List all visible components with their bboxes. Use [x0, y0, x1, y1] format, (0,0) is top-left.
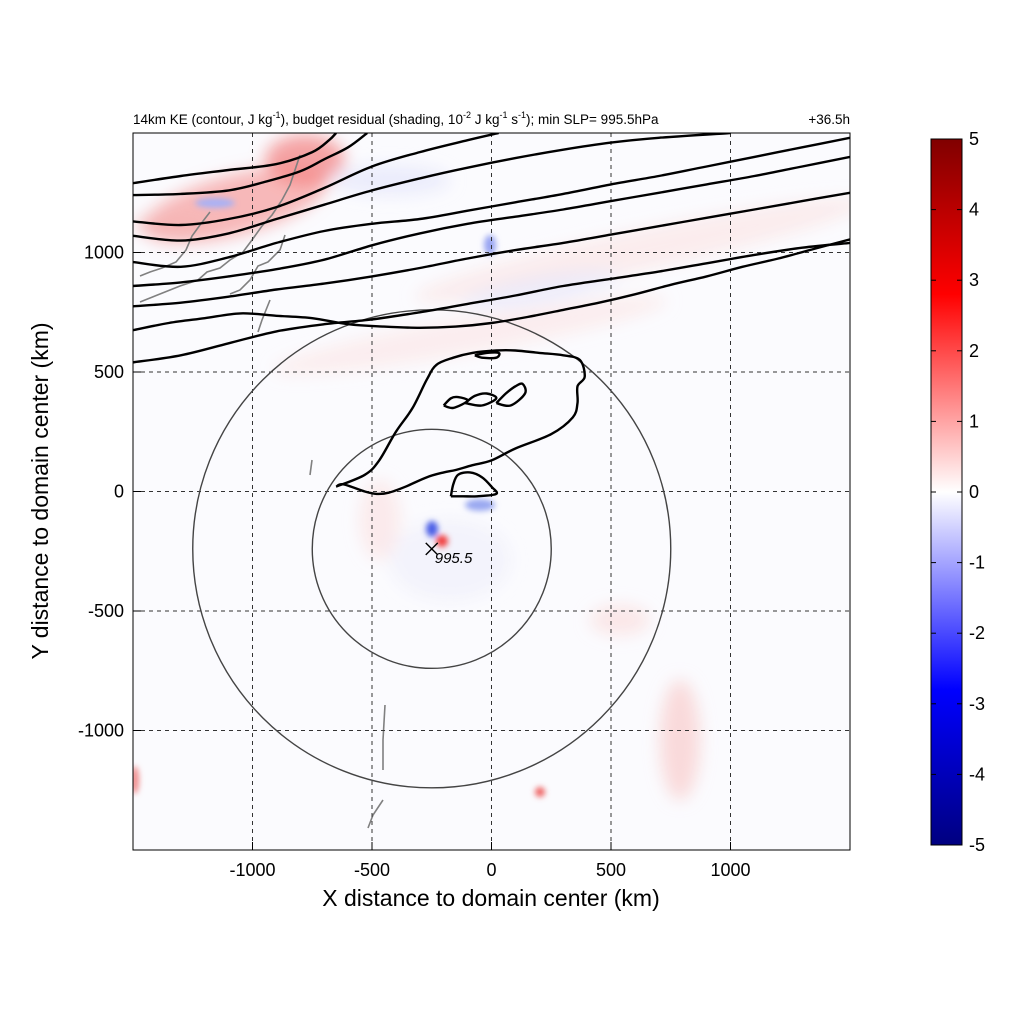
residual-shading [133, 135, 850, 800]
colorbar-tick-label: -3 [969, 694, 985, 714]
min-slp-cross [425, 542, 439, 556]
y-tick-label: 500 [94, 362, 124, 382]
ke-contour [335, 349, 586, 496]
ke-contours [133, 133, 850, 498]
colorbar-ticks: 5 4 3 2 1 0 -1 -2 -3 -4 -5 [931, 129, 985, 855]
chart-title: 14km KE (contour, J kg-1), budget residu… [133, 110, 659, 127]
y-tick-label: 1000 [84, 243, 124, 263]
ke-contour [133, 133, 338, 185]
ke-contour [133, 191, 850, 308]
ke-contour [442, 395, 469, 410]
colorbar-tick-label: 1 [969, 411, 979, 431]
y-tick-label: 0 [114, 482, 124, 502]
min-slp-label: 995.5 [435, 550, 473, 567]
plot-area [133, 133, 850, 850]
x-tick-label: -1000 [229, 860, 275, 880]
ke-contour [133, 136, 850, 269]
ke-contour [133, 133, 499, 227]
x-tick-label: 1000 [710, 860, 750, 880]
y-tick-label: -1000 [78, 721, 124, 741]
x-tick-label: -500 [354, 860, 390, 880]
ke-contour [495, 382, 527, 408]
min-slp-marker [425, 542, 439, 556]
ke-contour [133, 238, 850, 332]
colorbar-tick-label: -4 [969, 764, 985, 784]
colorbar-tick-label: -1 [969, 553, 985, 573]
colorbar-tick-label: 3 [969, 270, 979, 290]
y-axis-title: Y distance to domain center (km) [27, 322, 53, 659]
colorbar-gradient [930, 138, 963, 846]
colorbar-tick-label: 4 [969, 200, 979, 220]
colorbar-tick-label: 0 [969, 482, 979, 502]
colorbar-tick-label: -2 [969, 623, 985, 643]
x-tick-label: 0 [486, 860, 496, 880]
y-axis: 1000 500 0 -500 -1000 [78, 243, 141, 741]
colorbar: 5 4 3 2 1 0 -1 -2 -3 -4 -5 [930, 129, 985, 855]
y-tick-label: -500 [88, 601, 124, 621]
coastline [139, 154, 386, 829]
ke-contour [449, 471, 499, 498]
ke-contour [474, 351, 501, 360]
ke-contour [133, 133, 731, 242]
range-ring [311, 428, 552, 670]
x-axis: -1000 -500 0 500 1000 [229, 842, 751, 880]
ke-contour [464, 392, 498, 407]
colorbar-tick-label: 2 [969, 341, 979, 361]
time-label: +36.5h [808, 112, 850, 127]
ke-contour [133, 133, 368, 197]
ke-contour [133, 155, 850, 288]
colorbar-tick-label: 5 [969, 129, 979, 149]
ke-contour [133, 241, 850, 364]
x-tick-label: 500 [596, 860, 626, 880]
colorbar-tick-label: -5 [969, 835, 985, 855]
x-axis-title: X distance to domain center (km) [322, 885, 659, 911]
